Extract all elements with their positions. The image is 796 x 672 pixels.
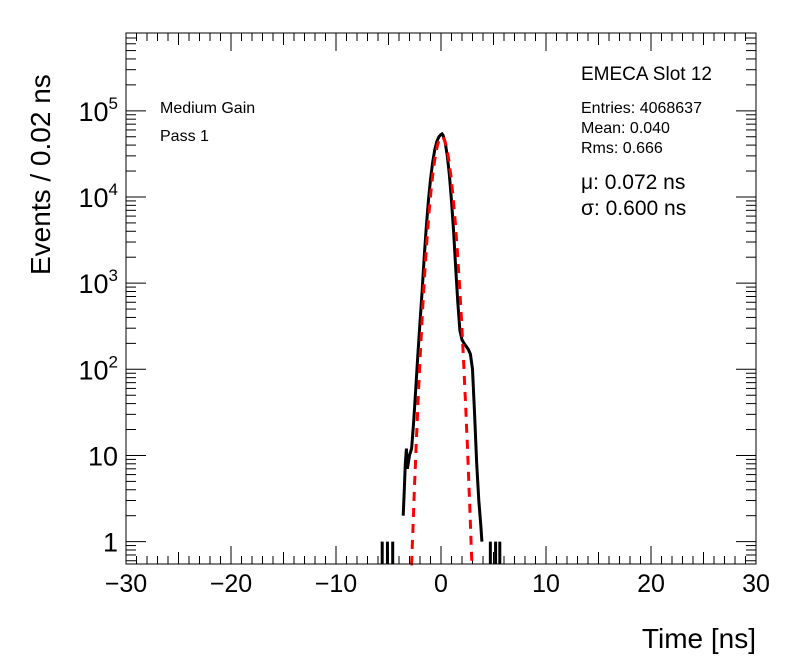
data-series-line [401,131,484,542]
x-tick-label: 20 [637,570,665,598]
y-axis-title: Events / 0.02 ns [25,74,56,275]
x-tick-label: 0 [434,570,448,598]
x-tick-label: −30 [105,570,147,598]
x-tick-label: 30 [742,570,770,598]
x-tick-label: 10 [532,570,560,598]
gaussian-fit-line [410,135,474,566]
x-tick-label: −10 [315,570,357,598]
x-tick-label: −20 [210,570,252,598]
stats-rms: Rms: 0.666 [581,140,663,157]
isolated-bins [380,541,502,564]
y-tick-label: 105 [78,94,118,127]
fit-sigma: σ: 0.600 ns [581,197,686,220]
fit-mu: μ: 0.072 ns [581,171,685,194]
x-axis-title: Time [ns] [642,623,756,654]
axis-ticks [125,32,757,564]
y-tick-label: 1 [103,528,118,558]
pass-label: Pass 1 [160,128,209,145]
y-tick-label: 104 [78,180,118,213]
y-tick-label: 10 [88,441,118,471]
x-tick-labels: −30 −20 −10 0 10 20 30 [105,570,770,598]
stats-title: EMECA Slot 12 [581,64,712,85]
y-tick-label: 103 [78,266,118,299]
plot-frame [125,32,757,565]
stats-mean: Mean: 0.040 [581,120,670,137]
gain-label: Medium Gain [160,100,255,117]
y-tick-labels: 1 10 102 103 104 105 [78,94,118,558]
y-tick-label: 102 [78,352,118,385]
stats-entries: Entries: 4068637 [581,100,702,117]
